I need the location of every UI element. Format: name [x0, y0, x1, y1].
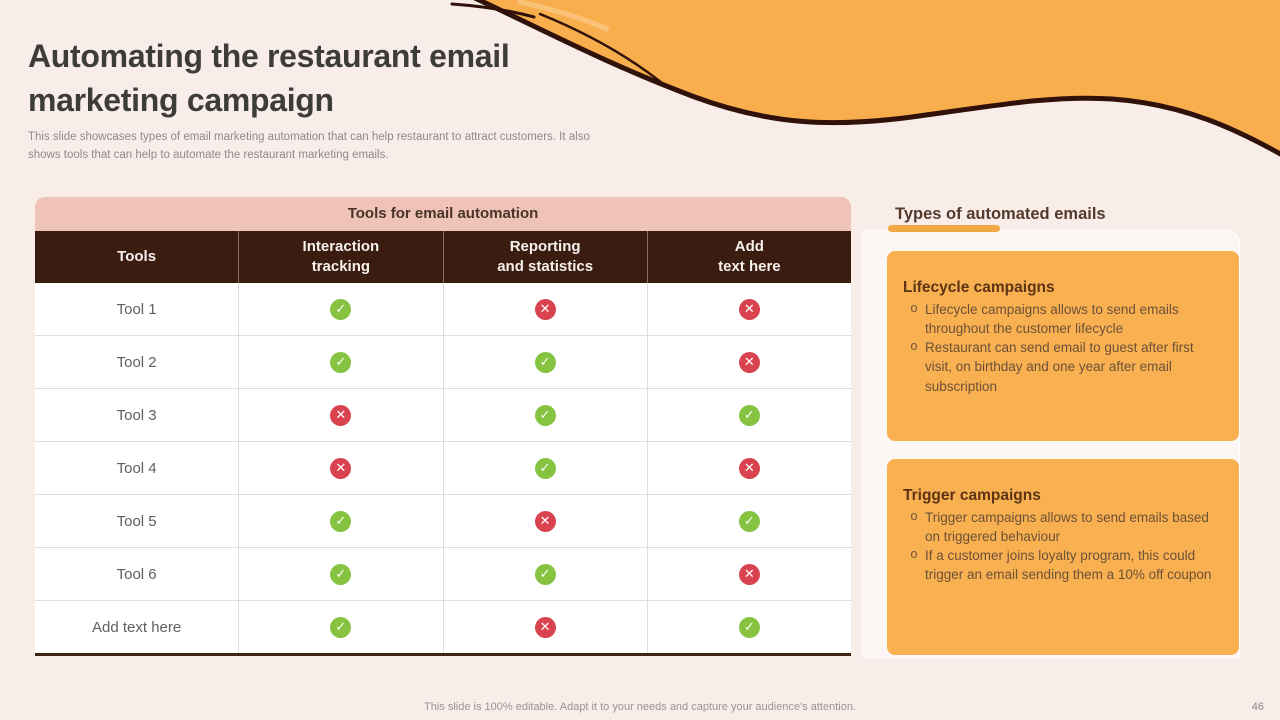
- cross-cell: ✕: [442, 495, 647, 547]
- bullet-text: If a customer joins loyalty program, thi…: [925, 548, 1212, 583]
- table-title: Tools for email automation: [35, 197, 851, 231]
- card-title: Lifecycle campaigns: [903, 279, 1055, 296]
- lifecycle-campaigns-card: Lifecycle campaigns o Lifecycle campaigns …: [887, 251, 1239, 441]
- tool-name-cell: Add text here: [92, 618, 182, 636]
- check-icon: ✓: [738, 510, 760, 532]
- cross-cell: ✕: [646, 548, 851, 600]
- card-bullet: o Lifecycle campaigns allows to send emai…: [903, 300, 1223, 338]
- check-icon: ✓: [534, 563, 556, 585]
- cards-panel: Lifecycle campaigns o Lifecycle campaigns …: [862, 230, 1240, 658]
- tool-name-cell: Tool 1: [116, 300, 157, 318]
- bullet-marker: o: [910, 301, 918, 315]
- check-icon: ✓: [330, 563, 352, 585]
- table-row: Tool 2 ✓ ✓ ✕: [35, 335, 851, 388]
- cross-cell: ✕: [646, 442, 851, 494]
- card-bullet: o Trigger campaigns allows to send emails…: [903, 508, 1223, 546]
- bullet-marker: o: [910, 339, 918, 354]
- cross-icon: ✕: [738, 298, 760, 320]
- check-icon: ✓: [330, 510, 352, 532]
- table-row: Tool 6 ✓ ✓ ✕: [35, 547, 851, 600]
- trigger-campaigns-card: Trigger campaigns o Trigger campaigns allo…: [887, 459, 1239, 655]
- cross-icon: ✕: [738, 457, 760, 479]
- cross-cell: ✕: [442, 283, 647, 335]
- cross-cell: ✕: [238, 389, 442, 441]
- check-cell: ✓: [646, 389, 851, 441]
- cross-icon: ✕: [738, 351, 760, 373]
- check-cell: ✓: [442, 336, 647, 388]
- table-row: Tool 5 ✓ ✕ ✓: [35, 494, 851, 547]
- check-cell: ✓: [442, 442, 647, 494]
- page-title: Automating the restaurant email marketin…: [28, 38, 510, 119]
- table-row: Tool 1 ✓ ✕ ✕: [35, 283, 851, 335]
- check-icon: ✓: [534, 457, 556, 479]
- check-cell: ✓: [238, 601, 442, 653]
- cross-icon: ✕: [534, 298, 556, 320]
- tool-name-cell: Tool 2: [116, 353, 157, 371]
- card-bullet: o If a customer joins loyalty program, th…: [903, 546, 1223, 584]
- cross-cell: ✕: [646, 336, 851, 388]
- cross-icon: ✕: [330, 404, 352, 426]
- bullet-text: Restaurant can send email to guest after…: [925, 340, 1194, 394]
- check-icon: ✓: [534, 351, 556, 373]
- tools-table: Tools for email automation Tools Interact…: [35, 197, 851, 656]
- card-bullet-list: o Lifecycle campaigns allows to send emai…: [903, 300, 1223, 396]
- heading-underline: [888, 225, 1000, 232]
- table-row: Tool 3 ✕ ✓ ✓: [35, 388, 851, 441]
- cross-icon: ✕: [534, 510, 556, 532]
- check-cell: ✓: [238, 283, 442, 335]
- check-cell: ✓: [238, 495, 442, 547]
- column-header-interaction-tracking: Interaction tracking: [238, 231, 442, 283]
- table-row: Tool 4 ✕ ✓ ✕: [35, 441, 851, 494]
- check-cell: ✓: [442, 548, 647, 600]
- right-panel: Types of automated emails Lifecycle camp…: [862, 204, 1240, 660]
- tool-name-cell: Tool 5: [116, 512, 157, 530]
- cross-cell: ✕: [646, 283, 851, 335]
- cross-icon: ✕: [534, 616, 556, 638]
- column-header-tools: Tools: [117, 247, 157, 265]
- check-icon: ✓: [738, 404, 760, 426]
- check-cell: ✓: [238, 336, 442, 388]
- table-body: Tool 1 ✓ ✕ ✕ Tool 2 ✓ ✓ ✕ Tool 3 ✕ ✓ ✓ Tool 4 ✕ ✓ ✕ Tool…: [35, 283, 851, 656]
- check-cell: ✓: [646, 495, 851, 547]
- table-header-row: Tools Interaction tracking Reporting and sta…: [35, 231, 851, 283]
- check-cell: ✓: [238, 548, 442, 600]
- check-icon: ✓: [534, 404, 556, 426]
- bullet-marker: o: [910, 509, 918, 523]
- tool-name-cell: Tool 3: [116, 406, 157, 424]
- tool-name-cell: Tool 4: [116, 459, 157, 477]
- check-icon: ✓: [330, 616, 352, 638]
- bullet-marker: o: [910, 547, 918, 562]
- bullet-text: Trigger campaigns allows to send emails …: [925, 510, 1209, 545]
- cross-cell: ✕: [442, 601, 647, 653]
- cross-cell: ✕: [238, 442, 442, 494]
- card-bullet-list: o Trigger campaigns allows to send emails…: [903, 508, 1223, 585]
- column-header-reporting-and-statistics: Reporting and statistics: [442, 231, 647, 283]
- tool-name-cell: Tool 6: [116, 565, 157, 583]
- check-icon: ✓: [738, 616, 760, 638]
- cross-icon: ✕: [330, 457, 352, 479]
- table-row: Add text here ✓ ✕ ✓: [35, 600, 851, 653]
- right-panel-heading: Types of automated emails: [895, 205, 1106, 223]
- cross-icon: ✕: [738, 563, 760, 585]
- bullet-text: Lifecycle campaigns allows to send email…: [925, 302, 1179, 337]
- check-icon: ✓: [330, 298, 352, 320]
- page-number: 46: [1251, 701, 1264, 713]
- check-cell: ✓: [646, 601, 851, 653]
- column-header-add-text-here: Add text here: [646, 231, 851, 283]
- check-icon: ✓: [330, 351, 352, 373]
- card-title: Trigger campaigns: [903, 487, 1041, 504]
- check-cell: ✓: [442, 389, 647, 441]
- card-bullet: o Restaurant can send email to guest afte…: [903, 338, 1223, 395]
- header: Automating the restaurant email marketin…: [28, 34, 628, 164]
- footer-note: This slide is 100% editable. Adapt it to…: [424, 701, 856, 713]
- slide-subtitle: This slide showcases types of email mark…: [28, 131, 590, 161]
